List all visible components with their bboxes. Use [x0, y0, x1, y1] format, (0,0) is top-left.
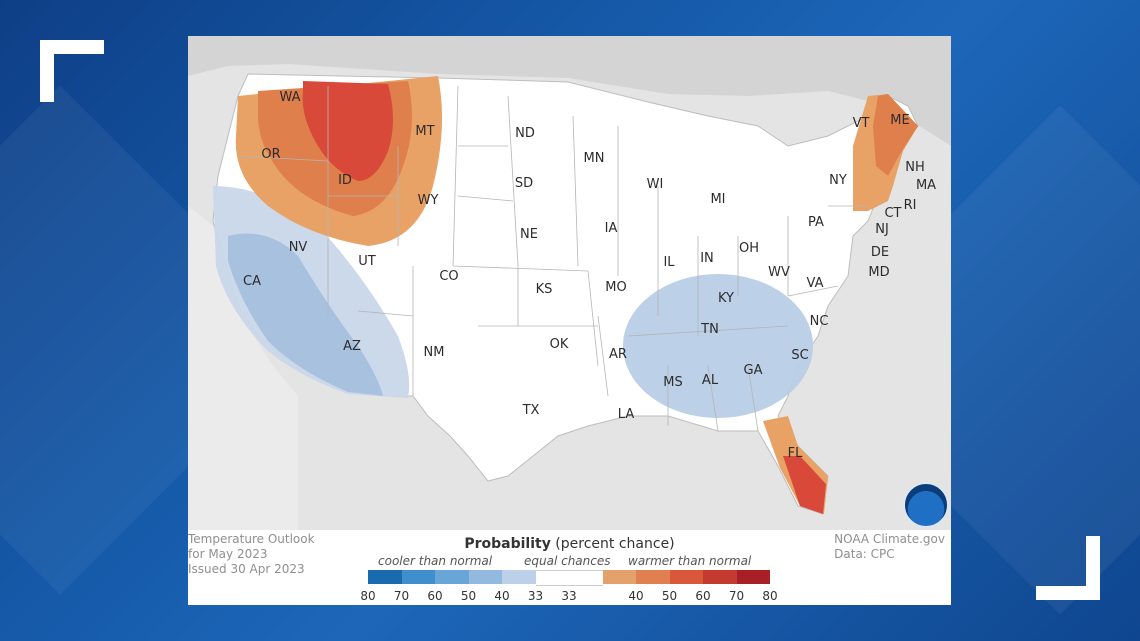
- state-label-oh: OH: [739, 241, 759, 256]
- legend-color-bar: [368, 570, 770, 586]
- outlook-info: Temperature Outlook for May 2023 Issued …: [188, 532, 315, 577]
- state-label-fl: FL: [788, 446, 803, 461]
- legend-tick-cool: 33: [527, 589, 544, 603]
- legend-swatch: [736, 570, 770, 584]
- data-source: Data: CPC: [834, 547, 895, 561]
- legend-tick-cool: 60: [427, 589, 443, 603]
- cooler-region-west-core: [228, 233, 383, 396]
- state-label-nm: NM: [424, 345, 445, 360]
- legend-swatch: [468, 570, 502, 584]
- cooler-region-east: [623, 274, 813, 418]
- legend-tick-cool: 70: [393, 589, 410, 603]
- legend-warmer-label: warmer than normal: [628, 554, 752, 568]
- state-label-ma: MA: [916, 178, 936, 193]
- outlook-title: Temperature Outlook: [188, 532, 315, 546]
- legend-swatch: [636, 570, 670, 584]
- state-label-la: LA: [618, 407, 635, 422]
- state-label-wv: WV: [768, 265, 790, 280]
- state-label-tx: TX: [522, 403, 540, 418]
- legend-tick-warm: 70: [728, 589, 745, 603]
- state-label-ia: IA: [605, 221, 618, 236]
- legend-title: Probability (percent chance): [464, 536, 675, 552]
- legend-tick-warm: 60: [695, 589, 711, 603]
- legend-equal-label: equal chances: [524, 554, 611, 568]
- state-label-mo: MO: [605, 280, 626, 295]
- state-label-ar: AR: [609, 347, 627, 362]
- state-label-ms: MS: [663, 375, 682, 390]
- state-label-wy: WY: [418, 193, 439, 208]
- outlook-period: for May 2023: [188, 547, 268, 561]
- warmer-region-northwest-core: [302, 81, 393, 181]
- state-label-pa: PA: [808, 215, 824, 230]
- state-borders: [237, 85, 868, 432]
- state-label-vt: VT: [853, 116, 870, 131]
- outlook-issued: Issued 30 Apr 2023: [188, 562, 305, 576]
- state-label-az: AZ: [343, 339, 361, 354]
- state-label-nc: NC: [810, 314, 829, 329]
- state-label-id: ID: [338, 173, 352, 188]
- source-info: NOAA Climate.gov Data: CPC: [834, 532, 945, 562]
- us-outlook-map: WA OR ID MT WY ND SD NE MN IA WI MI IL I…: [188, 36, 951, 530]
- state-label-ct: CT: [884, 206, 901, 221]
- legend-swatch: [569, 570, 603, 586]
- state-label-mi: MI: [710, 192, 725, 207]
- state-label-sc: SC: [791, 348, 808, 363]
- noaa-logo: [903, 482, 949, 528]
- state-label-me: ME: [890, 113, 909, 128]
- state-label-tn: TN: [700, 322, 719, 337]
- state-label-ga: GA: [744, 363, 763, 378]
- map-panel: WA OR ID MT WY ND SD NE MN IA WI MI IL I…: [188, 36, 951, 605]
- state-label-nd: ND: [515, 126, 535, 141]
- legend-tick-warm: 33: [561, 589, 577, 603]
- state-label-md: MD: [868, 265, 889, 280]
- legend-swatch: [602, 570, 636, 584]
- legend-swatch: [368, 570, 402, 584]
- state-label-ky: KY: [718, 291, 734, 306]
- state-label-or: OR: [261, 147, 280, 162]
- warmer-region-northeast-core: [873, 94, 918, 176]
- legend-swatch: [703, 570, 737, 584]
- state-label-wi: WI: [647, 177, 664, 192]
- state-label-mt: MT: [415, 124, 434, 139]
- source-name: NOAA Climate.gov: [834, 532, 945, 546]
- state-label-de: DE: [871, 245, 889, 260]
- legend-swatch: [669, 570, 703, 584]
- state-label-co: CO: [439, 269, 458, 284]
- state-label-nh: NH: [905, 160, 925, 175]
- state-label-ny: NY: [829, 173, 847, 188]
- legend-swatch: [502, 570, 536, 584]
- state-label-wa: WA: [279, 90, 300, 105]
- legend-tick-warm: 50: [661, 589, 678, 603]
- legend-tick-cool: 80: [360, 589, 376, 603]
- legend-area: [188, 530, 951, 605]
- state-label-al: AL: [702, 373, 719, 388]
- legend-tick-cool: 40: [494, 589, 510, 603]
- legend-swatch: [401, 570, 435, 584]
- state-label-va: VA: [807, 276, 824, 291]
- legend-tick-cool: 50: [460, 589, 477, 603]
- state-label-ok: OK: [550, 337, 569, 352]
- state-label-in: IN: [700, 251, 714, 266]
- state-label-ut: UT: [358, 254, 376, 269]
- state-label-ne: NE: [520, 227, 538, 242]
- legend-swatch: [435, 570, 469, 584]
- warmer-region-florida-core: [783, 456, 826, 514]
- state-label-nv: NV: [289, 240, 308, 255]
- state-label-sd: SD: [515, 176, 533, 191]
- state-label-il: IL: [663, 255, 675, 270]
- state-label-mn: MN: [584, 151, 605, 166]
- state-label-ks: KS: [536, 282, 553, 297]
- state-label-nj: NJ: [875, 222, 889, 237]
- state-label-ca: CA: [243, 274, 261, 289]
- legend-tick-warm: 80: [762, 589, 778, 603]
- legend-swatch: [535, 570, 569, 586]
- legend-cooler-label: cooler than normal: [378, 554, 493, 568]
- legend-tick-warm: 40: [628, 589, 644, 603]
- state-label-ri: RI: [904, 198, 917, 213]
